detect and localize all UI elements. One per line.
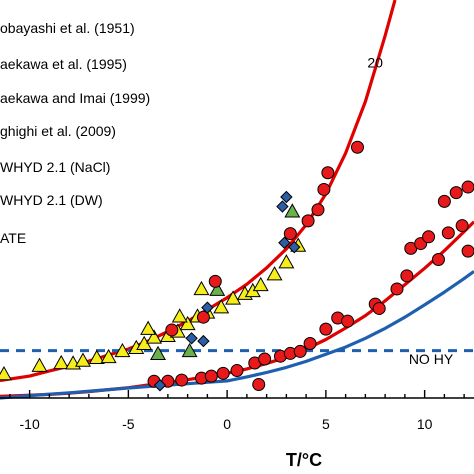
circle-point	[283, 227, 297, 241]
triangle-point	[181, 342, 198, 358]
triangle-point	[74, 352, 91, 367]
diamond-point	[288, 240, 301, 254]
circle-point	[449, 186, 463, 200]
circle-point	[321, 166, 335, 180]
x-axis-label: T/°C	[286, 450, 322, 470]
circle-point	[422, 230, 436, 244]
triangle-point	[171, 308, 188, 323]
legend-entry: aekawa et al. (1995)	[0, 56, 127, 72]
triangle-point	[146, 329, 163, 344]
circle-point	[372, 301, 386, 315]
circle-point	[204, 369, 218, 383]
diamond-point	[201, 301, 214, 314]
circle-point	[350, 140, 364, 154]
legend-entry: aekawa and Imai (1999)	[0, 90, 150, 106]
legend-entry: WHYD 2.1 (DW)	[0, 192, 103, 208]
circle-point	[252, 377, 266, 391]
circle-point	[258, 352, 272, 366]
circle-point	[455, 219, 469, 233]
triangle-point	[53, 354, 70, 370]
circle-point	[400, 269, 414, 283]
diamond-point	[276, 200, 289, 213]
no-hydrate-label: NO HY	[409, 351, 454, 367]
annotations: 20 NO HY	[367, 55, 453, 367]
curve-3	[0, 270, 474, 400]
triangle-point	[88, 349, 105, 364]
triangle-point	[213, 299, 230, 314]
triangle-point	[209, 281, 226, 296]
circle-point	[437, 194, 451, 208]
triangle-point	[100, 348, 117, 364]
triangle-point	[284, 203, 301, 218]
circle-point	[293, 344, 307, 358]
circle-point	[208, 274, 222, 288]
x-tick-label: -10	[20, 416, 40, 432]
diamond-point	[197, 334, 210, 348]
circle-point	[196, 310, 210, 324]
diamond-point	[280, 190, 293, 204]
circle-point	[216, 366, 230, 380]
circle-point	[301, 214, 315, 228]
circle-point	[317, 182, 331, 196]
circle-point	[175, 373, 189, 387]
circle-point	[319, 322, 333, 336]
x-tick-label: 5	[322, 416, 330, 432]
circle-point	[311, 203, 325, 217]
triangle-point	[266, 266, 283, 281]
circle-point	[341, 314, 355, 328]
circle-point	[461, 180, 474, 194]
circle-point	[431, 252, 445, 266]
legend-entry: obayashi et al. (1951)	[0, 20, 135, 36]
circle-point	[441, 226, 455, 240]
legend-entry: ATE	[0, 230, 26, 246]
points-layer	[0, 140, 474, 392]
triangle-point	[193, 280, 210, 296]
triangle-point	[114, 342, 131, 358]
x-tick-label: -5	[122, 416, 135, 432]
x-tick-label: 0	[223, 416, 231, 432]
diamond-point	[153, 379, 167, 392]
circle-point	[230, 364, 244, 378]
triangle-point	[225, 290, 242, 305]
circle-point	[165, 323, 179, 337]
triangle-point	[31, 357, 48, 372]
diamond-point	[278, 236, 291, 249]
x-tick-label: 10	[417, 416, 433, 432]
curve-label-20: 20	[367, 55, 383, 71]
x-axis: -10 -5 0 5 10 T/°C	[0, 390, 474, 470]
legend-entry: ghighi et al. (2009)	[0, 123, 116, 139]
triangle-point	[150, 345, 166, 360]
triangle-point	[140, 320, 157, 335]
circle-point	[461, 244, 474, 258]
triangle-point	[252, 276, 269, 292]
circle-point	[303, 336, 317, 350]
triangle-point	[0, 365, 12, 381]
legend-entry: WHYD 2.1 (NaCl)	[0, 159, 110, 175]
diamond-point	[185, 332, 198, 345]
triangle-point	[278, 254, 295, 269]
triangle-point	[179, 315, 196, 331]
legend: obayashi et al. (1951) aekawa et al. (199…	[0, 20, 150, 246]
circle-point	[390, 282, 404, 296]
